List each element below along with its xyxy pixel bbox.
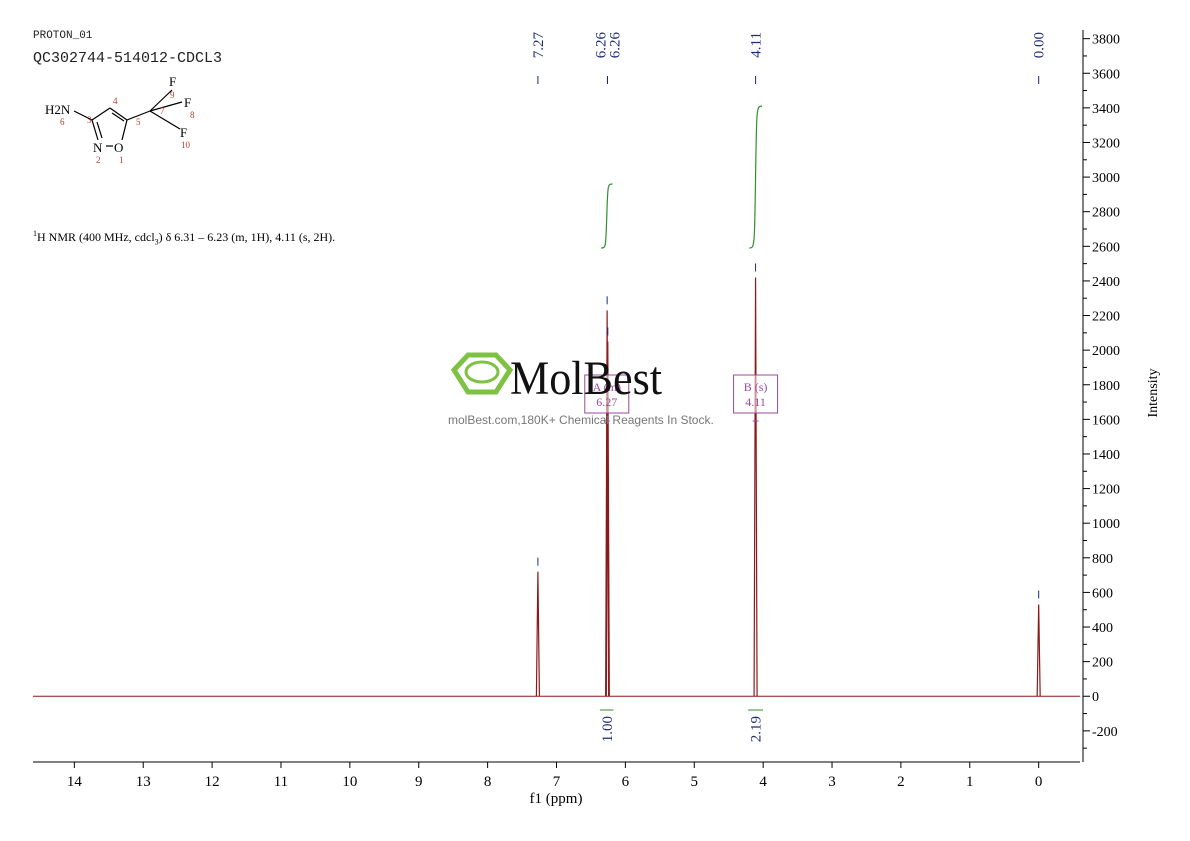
sample-id: QC302744-514012-CDCL3 — [33, 50, 223, 67]
x-tick-label: 12 — [205, 774, 220, 790]
multiplet-box — [584, 374, 630, 414]
nmr-subscript: 3 — [154, 237, 159, 247]
atom-number: 8 — [190, 110, 195, 120]
x-tick-label: 7 — [553, 774, 561, 790]
atom-f10: F — [180, 125, 187, 140]
y-tick-label: 1200 — [1092, 483, 1120, 498]
x-tick-label: 0 — [1035, 774, 1043, 790]
atom-number: 4 — [113, 96, 118, 106]
peak-label: 6.26 — [593, 32, 609, 59]
multiplet-shift: 4.11 — [745, 395, 766, 409]
x-tick-label: 4 — [759, 774, 767, 790]
integral-curve — [749, 105, 763, 249]
y-tick-label: 1800 — [1092, 379, 1120, 394]
y-tick-label: -200 — [1092, 725, 1118, 740]
experiment-name: PROTON_01 — [33, 30, 93, 42]
y-tick-label: 2000 — [1092, 344, 1120, 359]
atom-number: 2 — [96, 155, 101, 165]
atom-number: 10 — [181, 140, 191, 150]
atom-number: 6 — [60, 117, 65, 127]
y-tick-label: 3000 — [1092, 171, 1120, 186]
nmr-text-main: H NMR (400 MHz, cdcl — [37, 230, 155, 244]
atom-n: N — [93, 140, 103, 155]
y-tick-label: 600 — [1092, 586, 1113, 601]
integral-value: 2.19 — [749, 716, 765, 742]
spectrum-peak — [535, 571, 541, 697]
y-tick-label: 2200 — [1092, 310, 1120, 325]
atom-number: 1 — [119, 155, 124, 165]
peak-label: 4.11 — [749, 32, 765, 58]
y-tick-label: 2600 — [1092, 240, 1120, 255]
y-tick-label: 1400 — [1092, 448, 1120, 463]
hexagon-logo-icon — [450, 352, 514, 395]
hexagon-logo-ring-icon — [464, 360, 500, 384]
y-tick-label: 1000 — [1092, 517, 1120, 532]
y-axis-title: Intensity — [1146, 369, 1161, 418]
y-tick-label: 3200 — [1092, 136, 1120, 151]
multiplet-box — [733, 374, 779, 414]
atom-f8: F — [184, 95, 191, 110]
atom-number: 5 — [136, 117, 141, 127]
atom-number: 9 — [170, 90, 175, 100]
spectrum-peak — [753, 277, 758, 697]
watermark-tagline: molBest.com,180K+ Chemical Reagents In S… — [448, 413, 714, 427]
atom-nh2: H2N — [45, 102, 71, 117]
peak-label: 0.00 — [1032, 32, 1048, 58]
molbest-watermark: MolBest — [450, 352, 663, 405]
y-tick-label: 800 — [1092, 552, 1113, 567]
multiplet-shift: 6.27 — [596, 395, 617, 409]
y-tick-label: 0 — [1092, 690, 1099, 705]
integral-value: 1.00 — [600, 716, 616, 742]
x-tick-label: 8 — [484, 774, 492, 790]
atom-number: 7 — [160, 106, 165, 116]
integral-curve — [601, 183, 613, 249]
x-tick-label: 9 — [415, 774, 423, 790]
x-tick-label: 3 — [828, 774, 836, 790]
molecule-structure — [73, 89, 183, 147]
x-axis-title: f1 (ppm) — [530, 791, 583, 807]
x-tick-label: 6 — [622, 774, 630, 790]
peak-label: 6.26 — [607, 32, 623, 59]
y-tick-label: 3600 — [1092, 67, 1120, 82]
x-tick-label: 2 — [897, 774, 905, 790]
atom-number: 3 — [87, 115, 92, 125]
nmr-superscript: 1 — [33, 229, 37, 238]
x-tick-label: 5 — [691, 774, 699, 790]
y-tick-label: 2800 — [1092, 206, 1120, 221]
atom-o: O — [114, 140, 123, 155]
x-tick-label: 14 — [67, 774, 83, 790]
x-tick-label: 11 — [274, 774, 288, 790]
peak-label: 7.27 — [531, 32, 547, 59]
x-tick-label: 1 — [966, 774, 974, 790]
y-tick-label: 2400 — [1092, 275, 1120, 290]
x-tick-label: 10 — [342, 774, 357, 790]
atom-f9: F — [169, 74, 176, 89]
x-tick-label: 13 — [136, 774, 151, 790]
y-tick-label: 3800 — [1092, 33, 1120, 48]
y-tick-label: 1600 — [1092, 413, 1120, 428]
nmr-text-rest: ) δ 6.31 – 6.23 (m, 1H), 4.11 (s, 2H). — [158, 230, 336, 244]
spectrum-peak — [605, 341, 610, 697]
spectrum-peak — [1036, 604, 1041, 697]
spectrum-peak — [605, 310, 610, 697]
watermark-brand: MolBest — [510, 352, 663, 405]
y-tick-label: 400 — [1092, 621, 1113, 636]
y-tick-label: 3400 — [1092, 102, 1120, 117]
multiplet-id-type: B (s) — [744, 380, 768, 394]
molecule-labels: H2N 6 3 4 5 7 N 2 O 1 F 9 F 8 F 10 — [45, 74, 195, 165]
nmr-assignment-text: 1H NMR (400 MHz, cdcl3) δ 6.31 – 6.23 (m… — [33, 229, 335, 246]
multiplet-id-type: A (m) — [593, 380, 621, 394]
y-tick-label: 200 — [1092, 656, 1113, 671]
